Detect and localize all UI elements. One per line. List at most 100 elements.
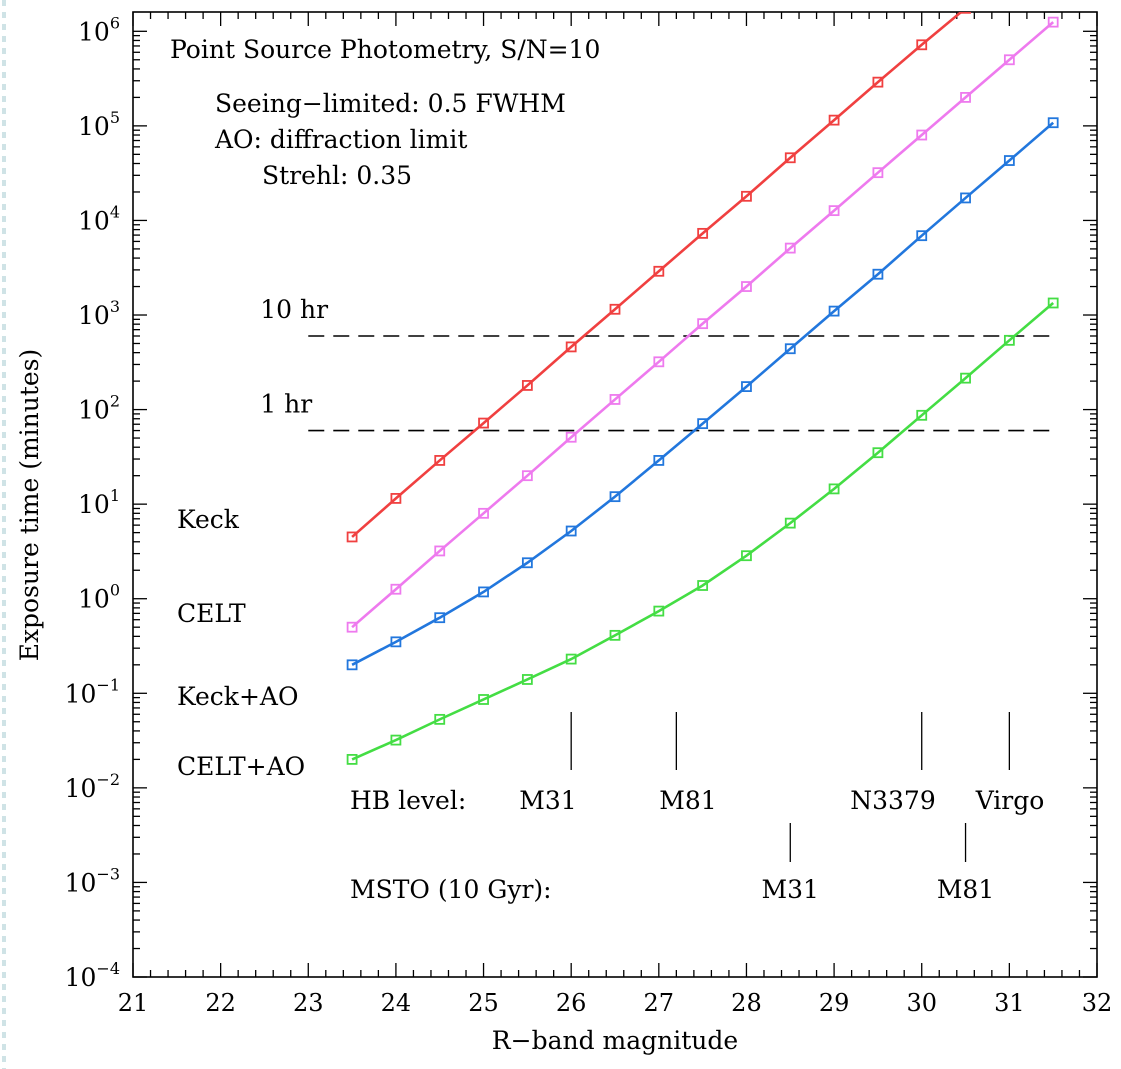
series-line: [351, 121, 1055, 666]
series-point: [609, 394, 621, 405]
series-point: [609, 491, 621, 503]
series-point: [828, 114, 840, 126]
series-point: [916, 39, 928, 51]
x-tick-label: 26: [556, 989, 587, 1017]
y-tick-label: 100: [78, 581, 120, 614]
msto-label: MSTO (10 Gyr):: [350, 875, 552, 904]
series-line: [351, 12, 964, 538]
series-point: [1003, 54, 1015, 66]
series-point: [478, 507, 489, 519]
series-point: [346, 659, 358, 671]
series-point: [565, 525, 577, 537]
series-label: CELT: [177, 599, 246, 628]
axes-group: 21 22 23 24 25 26 27 28 29 30 31 32 10−4 10−3 10−2 10−1…: [65, 11, 1113, 1017]
series-point: [697, 580, 709, 591]
series-point: [828, 305, 840, 317]
series-line: [351, 302, 1055, 761]
hb-marker-label: N3379: [850, 786, 936, 815]
y-tick-label: 106: [78, 13, 120, 46]
series-point: [741, 550, 752, 562]
hb-level-label: HB level:: [350, 786, 466, 815]
y-tick-label: 10−1: [65, 675, 120, 708]
y-tick-label: 103: [78, 297, 120, 330]
y-tick-label: 105: [78, 108, 120, 141]
y-tick-label: 10−3: [65, 864, 120, 897]
series-point: [346, 621, 358, 633]
series-point: [828, 205, 840, 217]
series-point: [828, 483, 840, 495]
series-point: [960, 372, 971, 384]
series-point: [521, 470, 533, 482]
plot-frame: [132, 11, 1098, 978]
msto-marker-label: M81: [937, 875, 994, 904]
series-point: [1047, 297, 1059, 309]
series-point: [697, 318, 709, 330]
series-point: [609, 629, 621, 641]
series-point: [960, 92, 971, 103]
series-point: [697, 418, 709, 430]
y-tick-label: 10−4: [65, 959, 120, 992]
series-point: [390, 493, 402, 504]
series-point: [478, 586, 489, 598]
series-point: [784, 242, 796, 254]
series-point: [478, 417, 489, 429]
series-point: [434, 455, 446, 466]
series-point: [916, 230, 928, 242]
series-point: [916, 129, 928, 141]
annotation-line-1: Seeing−limited: 0.5 FWHM: [215, 89, 566, 118]
x-tick-label: 29: [819, 989, 850, 1017]
series-point: [872, 447, 884, 459]
series-point: [434, 545, 446, 557]
series-point: [697, 227, 709, 239]
series-line: [351, 21, 1055, 629]
series-point: [741, 381, 752, 392]
series-label: Keck: [177, 505, 240, 534]
x-tick-label: 27: [644, 989, 675, 1017]
hb-marker-label: M81: [659, 786, 716, 815]
series-point: [609, 303, 621, 315]
series-label: Keck+AO: [177, 682, 298, 711]
y-axis-label: Exposure time (minutes): [15, 349, 44, 662]
x-axis-label: R−band magnitude: [492, 1026, 738, 1055]
y-tick-label: 10−2: [65, 770, 120, 803]
series-point: [434, 713, 446, 725]
markers-group: HB level: M31 M81 N3379 Virgo MSTO (10 Gyr): M…: [350, 712, 1044, 904]
series-point: [478, 694, 489, 705]
x-tick-label: 32: [1082, 989, 1113, 1017]
msto-marker-label: M31: [762, 875, 819, 904]
series-point: [872, 268, 884, 280]
annotation-line-2: AO: diffraction limit: [214, 125, 467, 154]
x-tick-label: 23: [293, 989, 324, 1017]
series-point: [390, 636, 402, 648]
hb-marker-label: Virgo: [975, 786, 1045, 815]
series-point: [521, 557, 533, 569]
series-point: [565, 431, 577, 443]
hb-marker-label: M31: [519, 786, 576, 815]
series-point: [653, 605, 665, 617]
x-tick-label: 30: [906, 989, 937, 1017]
series-point: [521, 380, 533, 391]
series-point: [653, 455, 665, 466]
series-point: [1003, 334, 1015, 346]
reference-lines-group: 10 hr 1 hr: [260, 295, 1054, 432]
series-point: [653, 356, 665, 368]
left-edge-decoration: [2, 0, 6, 1069]
series-point: [872, 76, 884, 88]
series-point: [784, 343, 796, 355]
x-tick-label: 31: [994, 989, 1025, 1017]
series-point: [960, 192, 971, 204]
reference-line-label: 10 hr: [260, 295, 328, 324]
series-point: [565, 653, 577, 665]
x-tick-label: 25: [468, 989, 499, 1017]
series-point: [784, 517, 796, 529]
series-point: [653, 265, 665, 277]
series-point: [916, 409, 928, 421]
series-point: [741, 190, 752, 202]
x-tick-label: 21: [118, 989, 149, 1017]
series-label: CELT+AO: [177, 752, 305, 781]
annotation-line-3: Strehl: 0.35: [262, 161, 412, 190]
series-point: [741, 281, 752, 292]
series-point: [565, 341, 577, 353]
y-tick-label: 101: [78, 486, 120, 519]
